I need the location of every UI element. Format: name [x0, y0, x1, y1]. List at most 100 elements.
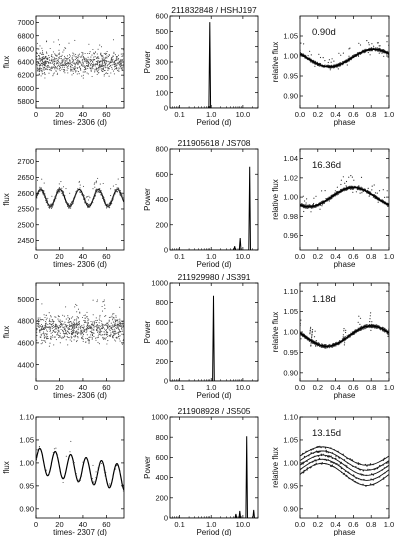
data-point — [55, 70, 57, 72]
phase-point — [365, 485, 368, 487]
data-point — [56, 67, 58, 69]
data-point — [53, 199, 55, 201]
y-tick-label: 1.02 — [283, 173, 298, 182]
data-point — [83, 69, 85, 71]
y-tick-label: 400 — [155, 337, 168, 346]
data-point — [60, 57, 62, 60]
data-point — [88, 64, 90, 66]
data-point — [36, 339, 38, 341]
phase-point — [358, 315, 360, 317]
data-point — [69, 62, 71, 64]
data-point — [123, 198, 124, 200]
data-point — [119, 320, 121, 322]
data-point — [67, 321, 69, 324]
data-point — [114, 68, 116, 70]
phase-point — [337, 68, 339, 70]
data-point — [84, 68, 86, 70]
phase-point — [309, 61, 311, 63]
data-point — [69, 451, 71, 453]
data-point — [72, 329, 75, 331]
data-point — [114, 54, 116, 56]
data-point — [42, 333, 44, 335]
data-point — [45, 469, 47, 471]
phase-point — [306, 469, 308, 471]
data-point — [93, 56, 95, 58]
phase-point — [362, 483, 364, 486]
data-point — [90, 480, 93, 482]
data-point — [115, 58, 117, 60]
data-point — [61, 187, 63, 189]
data-point — [117, 67, 119, 69]
phase-point — [357, 321, 359, 323]
data-point — [95, 476, 97, 479]
y-tick-label: 0.98 — [283, 212, 298, 221]
data-point — [96, 53, 98, 55]
y-tick-label: 1.00 — [283, 459, 298, 468]
phase-point — [333, 466, 335, 468]
data-point — [100, 63, 102, 65]
phase-point — [343, 459, 346, 461]
data-point — [53, 64, 56, 66]
data-point — [94, 70, 96, 72]
data-point — [112, 325, 114, 327]
phase-point — [348, 55, 350, 57]
data-point — [57, 326, 59, 328]
data-point — [43, 63, 46, 65]
data-point — [104, 56, 106, 58]
data-point — [97, 325, 99, 327]
phase-point — [331, 197, 333, 199]
outlier-point — [102, 301, 104, 303]
phase-point — [324, 447, 327, 449]
phase-point — [369, 54, 371, 56]
phase-point — [324, 347, 326, 349]
data-point — [110, 322, 112, 324]
data-point — [103, 200, 105, 202]
data-point — [105, 63, 107, 65]
phase-point — [320, 454, 323, 457]
data-point — [76, 73, 78, 75]
data-point — [114, 193, 116, 195]
phase-point — [370, 478, 372, 480]
data-point — [83, 326, 85, 328]
phase-point — [345, 329, 347, 331]
phase-point — [320, 446, 322, 449]
data-point — [115, 337, 117, 339]
data-point — [79, 67, 81, 69]
data-point — [79, 312, 81, 314]
panel-row1-phased: 0.0 0.2 0.4 0.6 0.8 1.00.900.951.001.05phaser… — [271, 15, 394, 127]
data-point — [79, 61, 81, 63]
data-point — [81, 56, 83, 58]
data-point — [84, 197, 86, 199]
outlier-point — [43, 314, 45, 316]
y-tick-label: 7000 — [17, 18, 34, 27]
panel-title: 211908928 / JS505 — [177, 406, 250, 416]
data-point — [122, 325, 124, 327]
x-tick-label: 10.0 — [236, 110, 251, 119]
data-point — [49, 319, 51, 321]
data-point — [53, 448, 55, 450]
data-point — [56, 73, 58, 76]
data-point — [117, 323, 119, 325]
phase-point — [358, 42, 360, 44]
data-point — [82, 331, 84, 333]
phase-point — [311, 337, 313, 339]
data-point — [120, 330, 122, 332]
phase-point — [340, 179, 342, 181]
x-tick-label: 20 — [55, 252, 63, 261]
y-tick-label: 4400 — [17, 360, 34, 369]
phase-point — [383, 467, 386, 469]
data-point — [66, 66, 68, 68]
data-point — [104, 64, 106, 66]
data-point — [56, 190, 58, 192]
data-point — [71, 326, 73, 329]
phase-point — [384, 331, 386, 333]
phase-point — [318, 342, 320, 344]
data-point — [42, 56, 44, 58]
data-point — [37, 190, 40, 192]
data-point — [110, 200, 112, 202]
data-point — [81, 316, 84, 319]
data-point — [45, 335, 47, 337]
data-point — [101, 328, 104, 330]
data-point — [55, 325, 57, 327]
